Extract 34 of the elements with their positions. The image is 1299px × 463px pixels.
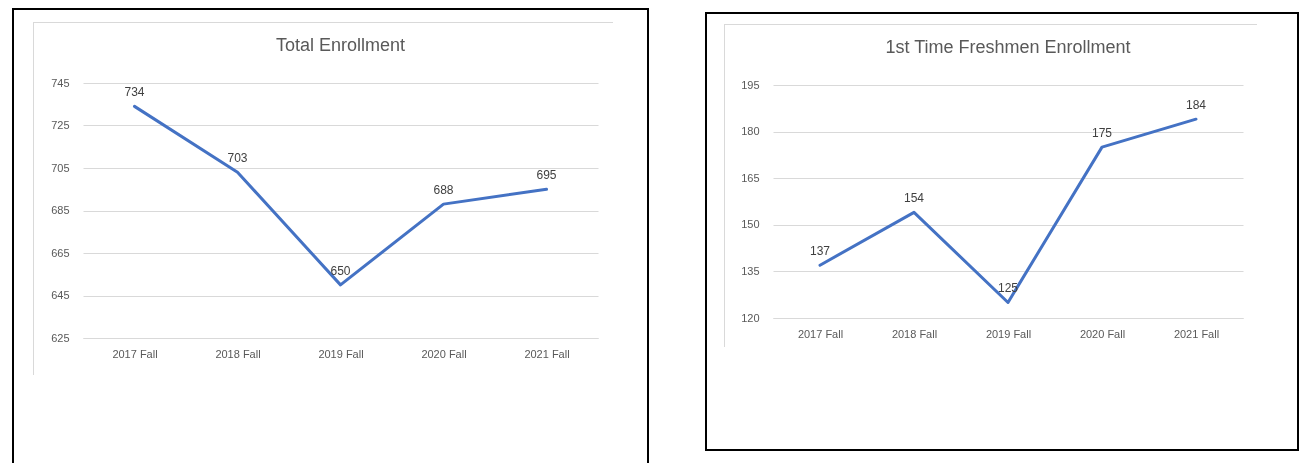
- data-label: 154: [903, 191, 925, 206]
- x-tick-label: 2021 Fall: [1173, 327, 1220, 340]
- y-tick-label: 625: [51, 331, 70, 344]
- data-label: 137: [809, 244, 831, 259]
- x-tick-label: 2019 Fall: [985, 327, 1032, 340]
- y-tick-label: 685: [51, 204, 70, 216]
- y-tick-label: 120: [741, 311, 760, 324]
- x-tick-label: 2020 Fall: [421, 347, 467, 360]
- y-tick-label: 195: [741, 78, 760, 91]
- x-tick-label: 2018 Fall: [215, 347, 261, 360]
- data-label: 175: [1091, 126, 1113, 141]
- x-tick-label: 2017 Fall: [797, 327, 844, 340]
- data-label: 650: [330, 263, 351, 278]
- y-tick-label: 645: [51, 289, 70, 301]
- x-tick-label: 2019 Fall: [318, 347, 364, 360]
- y-tick-label: 180: [741, 125, 760, 138]
- chart-title: 1st Time Freshmen Enrollment: [885, 37, 1131, 57]
- chart-title: Total Enrollment: [275, 35, 406, 55]
- x-tick-label: 2020 Fall: [1079, 327, 1126, 340]
- y-tick-label: 150: [741, 218, 760, 231]
- data-label: 184: [1185, 98, 1207, 113]
- y-tick-label: 705: [51, 161, 70, 174]
- data-label: 695: [536, 168, 557, 183]
- x-tick-label: 2018 Fall: [891, 327, 938, 340]
- data-label: 688: [433, 183, 454, 198]
- x-tick-label: 2021 Fall: [524, 347, 570, 360]
- y-tick-label: 165: [741, 171, 760, 184]
- y-tick-label: 135: [741, 264, 760, 277]
- data-label: 703: [227, 151, 248, 166]
- x-tick-label: 2017 Fall: [112, 347, 158, 360]
- data-label: 734: [124, 85, 145, 100]
- y-tick-label: 665: [51, 246, 70, 259]
- y-tick-label: 725: [51, 119, 70, 131]
- y-tick-label: 745: [51, 76, 70, 89]
